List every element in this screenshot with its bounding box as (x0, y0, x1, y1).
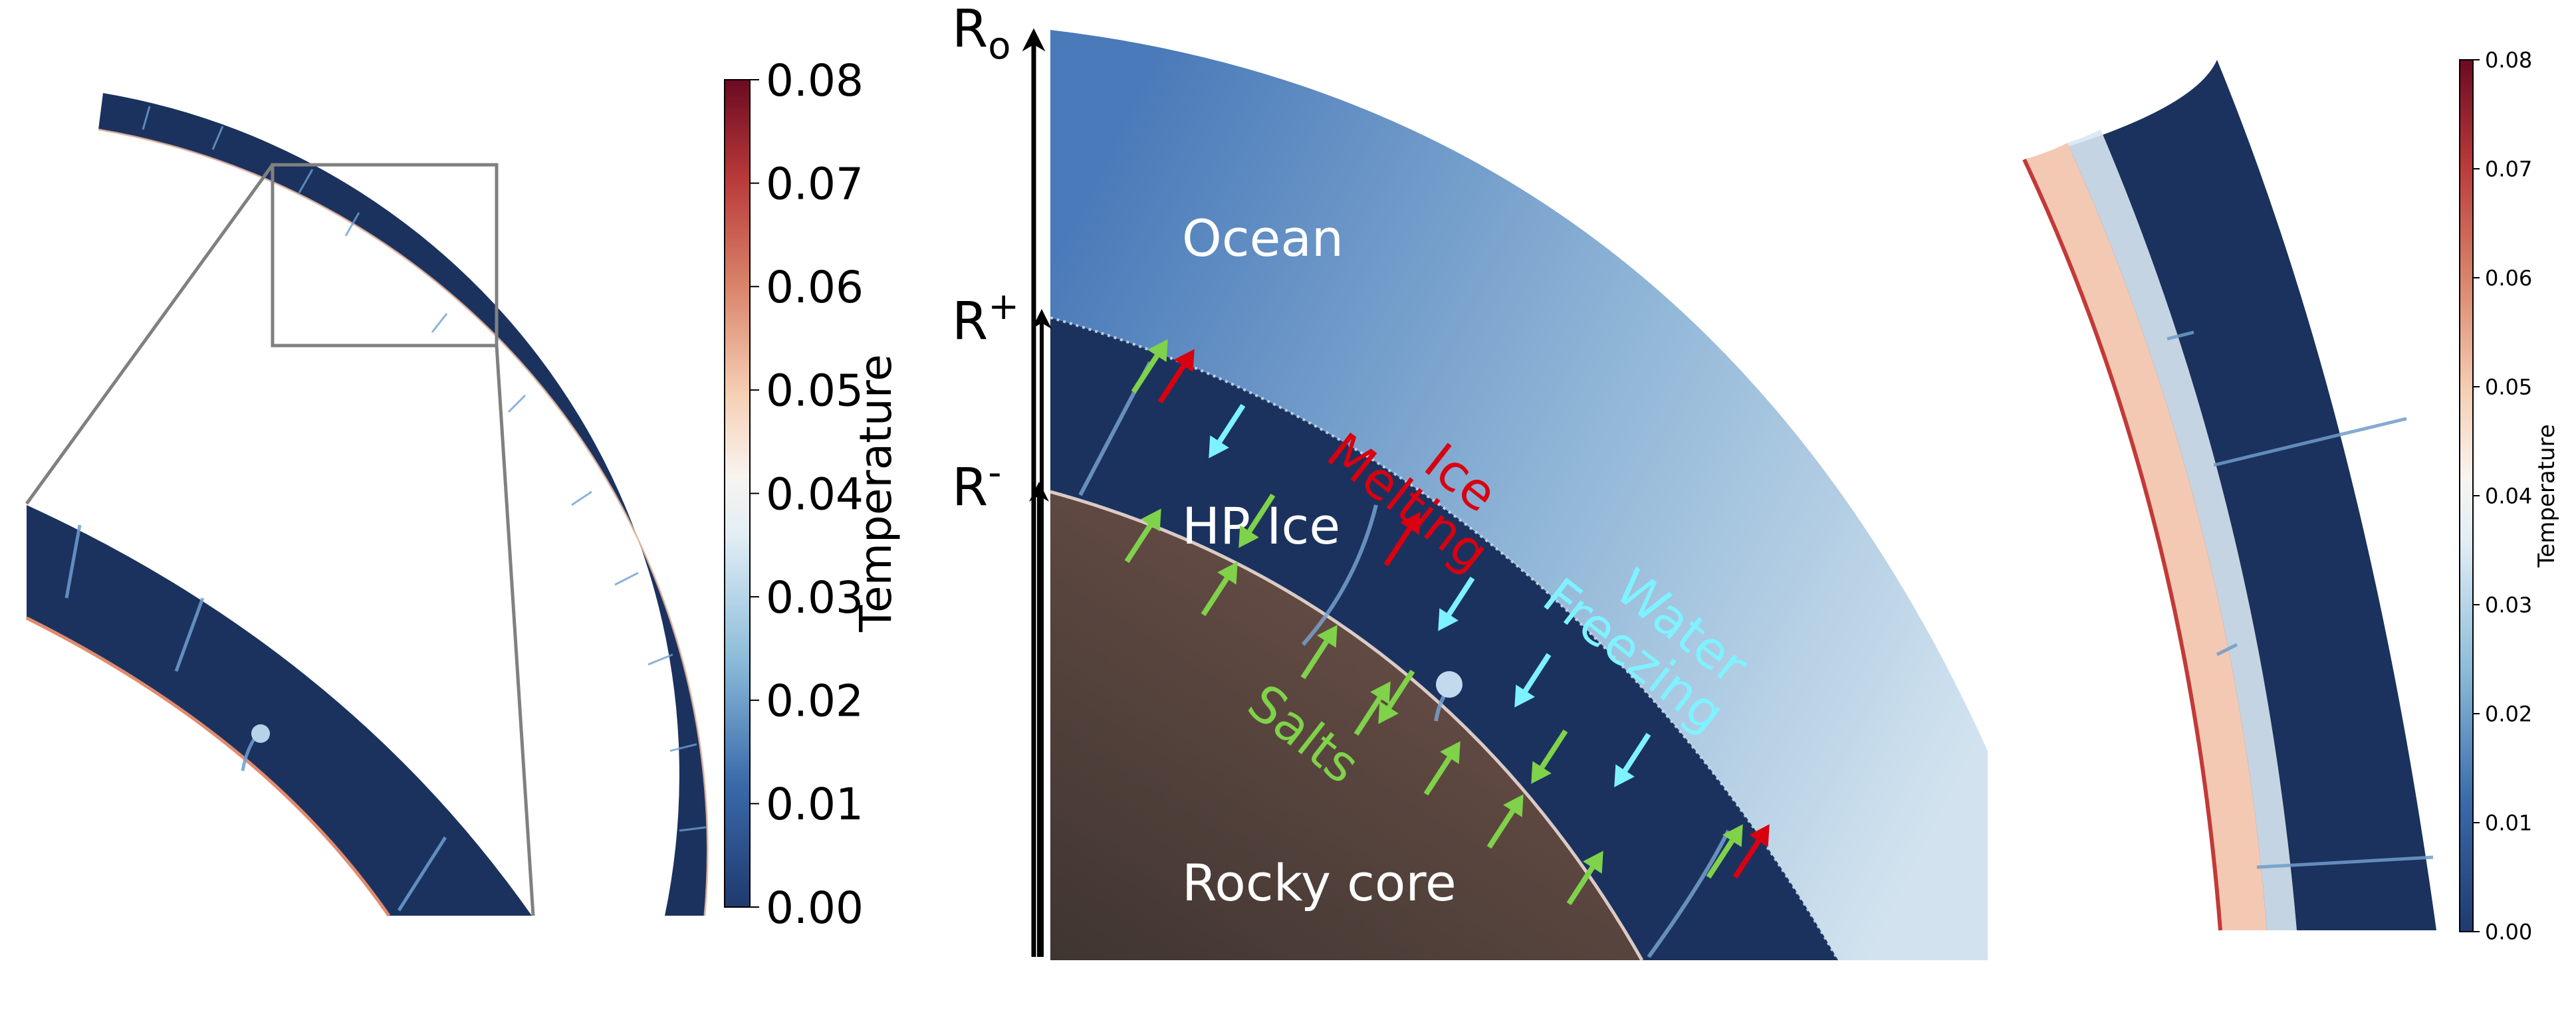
hp-ice-plume-head (1436, 671, 1463, 698)
label-rocky-core: Rocky core (1182, 853, 1457, 912)
salt-arrow-head (1238, 525, 1259, 548)
colorbar-tick-label: 0.07 (766, 158, 864, 209)
freezing-arrow (1217, 403, 1246, 443)
salt-arrow-head (1141, 508, 1161, 532)
freezing-arrow (1447, 576, 1475, 616)
salt-arrow (1486, 809, 1515, 849)
melting-arrow (1383, 527, 1412, 567)
colorbar-tick-label: 0.06 (2485, 266, 2532, 291)
melting-arrow-head (1400, 512, 1421, 535)
right-colorbar-ticks: 0.00 0.01 0.02 0.03 0.04 0.05 0.06 0.07 0.08 (2473, 48, 2532, 945)
zoom-connector-right (495, 345, 535, 916)
colorbar-tick-label: 0.04 (2485, 484, 2532, 509)
left-colorbar-ticks: 0.00 0.01 0.02 0.03 0.04 0.05 0.06 0.07 0.08 (750, 55, 864, 934)
left-panel: 0.00 0.01 0.02 0.03 0.04 0.05 0.06 0.07 0.08 Tem… (25, 55, 901, 934)
right-hot-edge (2022, 158, 2222, 931)
salt-arrow (1540, 729, 1568, 769)
right-plumes (2166, 330, 2434, 869)
freezing-arrow-head (1514, 684, 1535, 708)
left-colorbar (724, 79, 751, 908)
left-colorbar-label: Temperature (850, 354, 901, 633)
right-panel: 0.00 0.01 0.02 0.03 0.04 0.05 0.06 0.07 0.08 Tem… (2022, 48, 2560, 945)
zoom-connector-left (25, 163, 275, 505)
salt-arrow (1247, 493, 1276, 533)
melting-arrow (1732, 839, 1761, 879)
freezing-arrow-head (1209, 435, 1229, 459)
colorbar-tick-label: 0.03 (766, 572, 864, 623)
left-zoom-ice (27, 505, 532, 916)
core-ice-interface (1050, 490, 1644, 962)
salt-arrow (1131, 354, 1159, 394)
right-hot-band (2024, 143, 2267, 930)
left-zoom-plume-head (251, 724, 270, 743)
colorbar-tick-label: 0.01 (2485, 811, 2532, 836)
melting-arrow-head (1174, 349, 1195, 372)
colorbar-tick-label: 0.00 (2485, 920, 2532, 945)
colorbar-tick-label: 0.03 (2485, 593, 2532, 618)
salt-arrow-head (1531, 761, 1552, 784)
zoom-box (271, 163, 499, 348)
colorbar-tick-label: 0.04 (766, 468, 864, 520)
melting-arrow (1157, 364, 1186, 404)
salt-arrow-head (1147, 339, 1168, 362)
colorbar-tick-label: 0.05 (766, 365, 864, 417)
freezing-arrow (1523, 653, 1552, 692)
salt-arrow (1353, 696, 1382, 736)
salt-arrow-head (1217, 562, 1238, 585)
salt-arrow-head (1370, 681, 1391, 704)
label-hp-ice: HP Ice (1182, 496, 1340, 556)
colorbar-tick-label: 0.08 (766, 55, 864, 106)
colorbar-tick-label: 0.02 (766, 676, 864, 727)
salt-arrow (1423, 756, 1452, 796)
left-ice-arc-inner-edge (98, 128, 709, 916)
label-r-plus: R+ (952, 285, 1019, 352)
freezing-arrow-head (1614, 764, 1635, 787)
salt-arrow-head (1503, 794, 1524, 817)
left-zoom-plumes (64, 524, 447, 912)
colorbar-tick-label: 0.08 (2485, 48, 2532, 73)
salt-arrow-head (1583, 851, 1603, 874)
salt-arrow (1706, 839, 1734, 879)
salt-arrow (1300, 640, 1329, 680)
salt-arrow (1387, 669, 1415, 709)
salt-arrow (1566, 866, 1595, 906)
left-arc-plumes (142, 106, 707, 832)
salt-arrow-head (1317, 625, 1338, 648)
right-hot-inner (2067, 130, 2297, 930)
colorbar-tick-label: 0.00 (766, 882, 864, 934)
colorbar-tick-label: 0.06 (766, 262, 864, 313)
right-colorbar-label: Temperature (2533, 424, 2560, 567)
freezing-arrows (1209, 403, 1651, 787)
salt-arrow-head (1440, 741, 1461, 764)
salt-arrow (1124, 524, 1153, 564)
colorbar-tick-label: 0.07 (2485, 157, 2532, 182)
label-r-minus: R- (952, 451, 1001, 518)
right-colorbar (2459, 59, 2474, 932)
middle-panel: Ro R+ R- Ocean HP Ice Rocky core Ice Mel… (952, 0, 1988, 962)
ice-ocean-interface (1050, 316, 1839, 961)
colorbar-tick-label: 0.01 (766, 779, 864, 830)
melting-arrow-head (1749, 824, 1770, 847)
salt-arrow (1201, 577, 1229, 617)
label-r-outer: Ro (952, 0, 1010, 68)
colorbar-tick-label: 0.02 (2485, 702, 2532, 727)
left-zoom-hot-edge (25, 616, 391, 917)
freezing-arrow-head (1438, 608, 1459, 631)
freezing-arrow (1623, 732, 1651, 772)
salt-arrow-head (1722, 824, 1743, 847)
colorbar-tick-label: 0.05 (2485, 375, 2532, 400)
label-ocean: Ocean (1182, 209, 1344, 268)
salt-arrow-head (1378, 701, 1399, 724)
salt-arrows (1124, 339, 1743, 906)
melting-arrows (1157, 349, 1770, 879)
